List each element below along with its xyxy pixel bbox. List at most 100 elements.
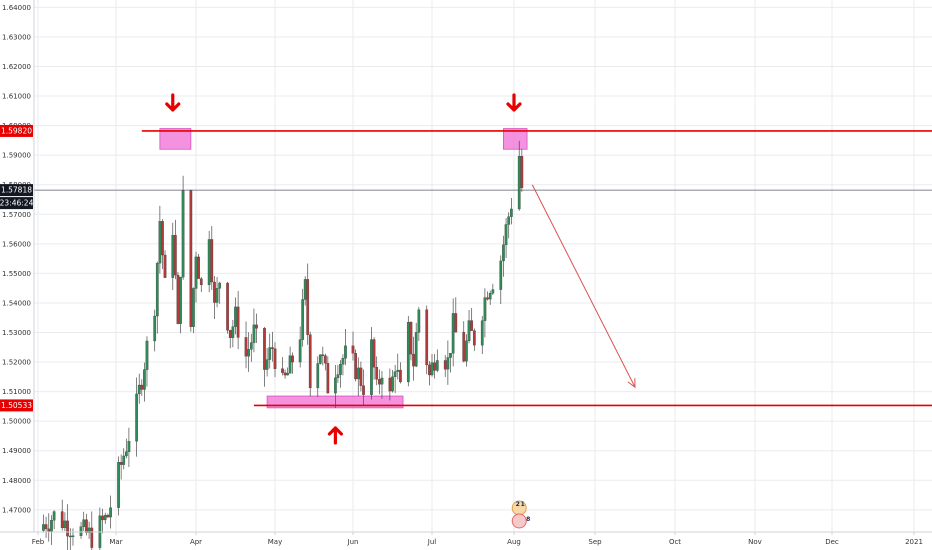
current-price-tag bbox=[0, 184, 33, 197]
x-tick-label: Nov bbox=[748, 538, 762, 546]
candle-body bbox=[417, 309, 421, 333]
candle-body bbox=[351, 345, 355, 354]
candle-body bbox=[359, 367, 363, 386]
candle-body bbox=[44, 524, 48, 530]
y-tick-label: 1.61000 bbox=[2, 93, 31, 101]
x-tick-label: Jul bbox=[427, 538, 437, 546]
candle bbox=[63, 512, 67, 531]
candle-body bbox=[520, 156, 524, 188]
support-price-tag bbox=[0, 399, 33, 412]
candle bbox=[117, 456, 120, 516]
candle-body bbox=[377, 379, 381, 385]
event-flag-icon[interactable] bbox=[511, 513, 527, 529]
candle bbox=[271, 331, 274, 362]
candle bbox=[176, 272, 180, 325]
candle bbox=[303, 276, 307, 306]
candle-body bbox=[228, 330, 232, 338]
y-tick-label: 1.62000 bbox=[2, 63, 31, 71]
drawings bbox=[165, 93, 636, 445]
candle bbox=[517, 140, 521, 211]
y-tick-label: 1.53000 bbox=[2, 329, 31, 337]
projection-arrow-line bbox=[531, 184, 636, 388]
candle-body bbox=[502, 244, 505, 262]
y-tick-label: 1.55000 bbox=[2, 270, 31, 278]
candle bbox=[226, 281, 229, 334]
event-label: 8 bbox=[526, 516, 530, 523]
candle-body bbox=[52, 511, 56, 521]
candle bbox=[143, 362, 146, 402]
candle-body bbox=[145, 340, 149, 370]
highlight-zone bbox=[159, 128, 192, 150]
candle bbox=[336, 365, 340, 383]
price-axis[interactable]: 1.640001.630001.620001.610001.600001.590… bbox=[0, 0, 35, 532]
candle-body bbox=[391, 376, 394, 392]
candle bbox=[252, 308, 256, 353]
candle bbox=[192, 287, 195, 334]
candle bbox=[189, 189, 193, 332]
candle-body bbox=[255, 324, 258, 329]
candle bbox=[249, 333, 253, 362]
economic-events[interactable]: 2 1 8 bbox=[511, 500, 530, 529]
candle-body bbox=[470, 320, 474, 331]
candle bbox=[321, 346, 325, 366]
candle-body bbox=[288, 355, 292, 374]
candle-body bbox=[433, 362, 436, 371]
horizontal-levels bbox=[34, 130, 932, 407]
candle bbox=[135, 377, 138, 457]
candle bbox=[158, 205, 162, 274]
candle-body bbox=[50, 520, 53, 532]
candle-body bbox=[486, 297, 489, 300]
y-tick-label: 1.49000 bbox=[2, 447, 31, 455]
candle bbox=[472, 328, 476, 351]
candle-body bbox=[298, 339, 302, 363]
candle-body bbox=[451, 313, 455, 354]
candle-body bbox=[158, 221, 162, 264]
candle-body bbox=[179, 276, 182, 324]
candle bbox=[197, 253, 200, 279]
candle bbox=[218, 281, 222, 304]
resistance-price-label: 1.59820 bbox=[1, 127, 32, 136]
candle bbox=[153, 309, 157, 352]
candle-body bbox=[323, 355, 327, 364]
candle bbox=[443, 355, 447, 377]
candle-body bbox=[480, 320, 484, 346]
candle-body bbox=[446, 357, 450, 370]
candle-body bbox=[414, 332, 418, 367]
candle bbox=[414, 322, 418, 368]
candle-body bbox=[362, 385, 365, 395]
time-axis[interactable]: Feb Mar Apr May Jun Jul Aug Sep Oct Nov Dec 2021 bbox=[0, 531, 932, 546]
candle bbox=[306, 263, 310, 345]
candle-body bbox=[291, 355, 294, 363]
candle bbox=[66, 504, 69, 550]
candle-body bbox=[68, 535, 72, 538]
candle bbox=[42, 514, 45, 533]
candle-body bbox=[443, 360, 447, 370]
candle-body bbox=[66, 520, 69, 537]
y-tick-label: 1.48000 bbox=[2, 477, 31, 485]
candle bbox=[308, 331, 312, 397]
candle-body bbox=[339, 364, 342, 375]
x-tick-label: 2021 bbox=[905, 538, 923, 546]
candle-body bbox=[101, 515, 104, 521]
candle bbox=[155, 261, 159, 334]
candle-body bbox=[85, 519, 88, 533]
candle bbox=[380, 371, 384, 399]
y-tick-label: 1.50000 bbox=[2, 418, 31, 426]
candle bbox=[393, 364, 397, 394]
candle-body bbox=[265, 359, 269, 370]
candle bbox=[255, 313, 258, 344]
candle-body bbox=[231, 326, 235, 338]
candle bbox=[396, 353, 400, 380]
candle-body bbox=[517, 156, 521, 210]
candle-body bbox=[334, 377, 337, 394]
y-tick-label: 1.57000 bbox=[2, 211, 31, 219]
candle-body bbox=[79, 526, 83, 536]
candlestick-series bbox=[42, 140, 524, 550]
candle bbox=[391, 370, 394, 393]
candle bbox=[199, 277, 203, 293]
candle bbox=[213, 276, 216, 319]
candle-body bbox=[137, 384, 141, 395]
candle-body bbox=[47, 528, 51, 532]
candle bbox=[194, 251, 198, 303]
